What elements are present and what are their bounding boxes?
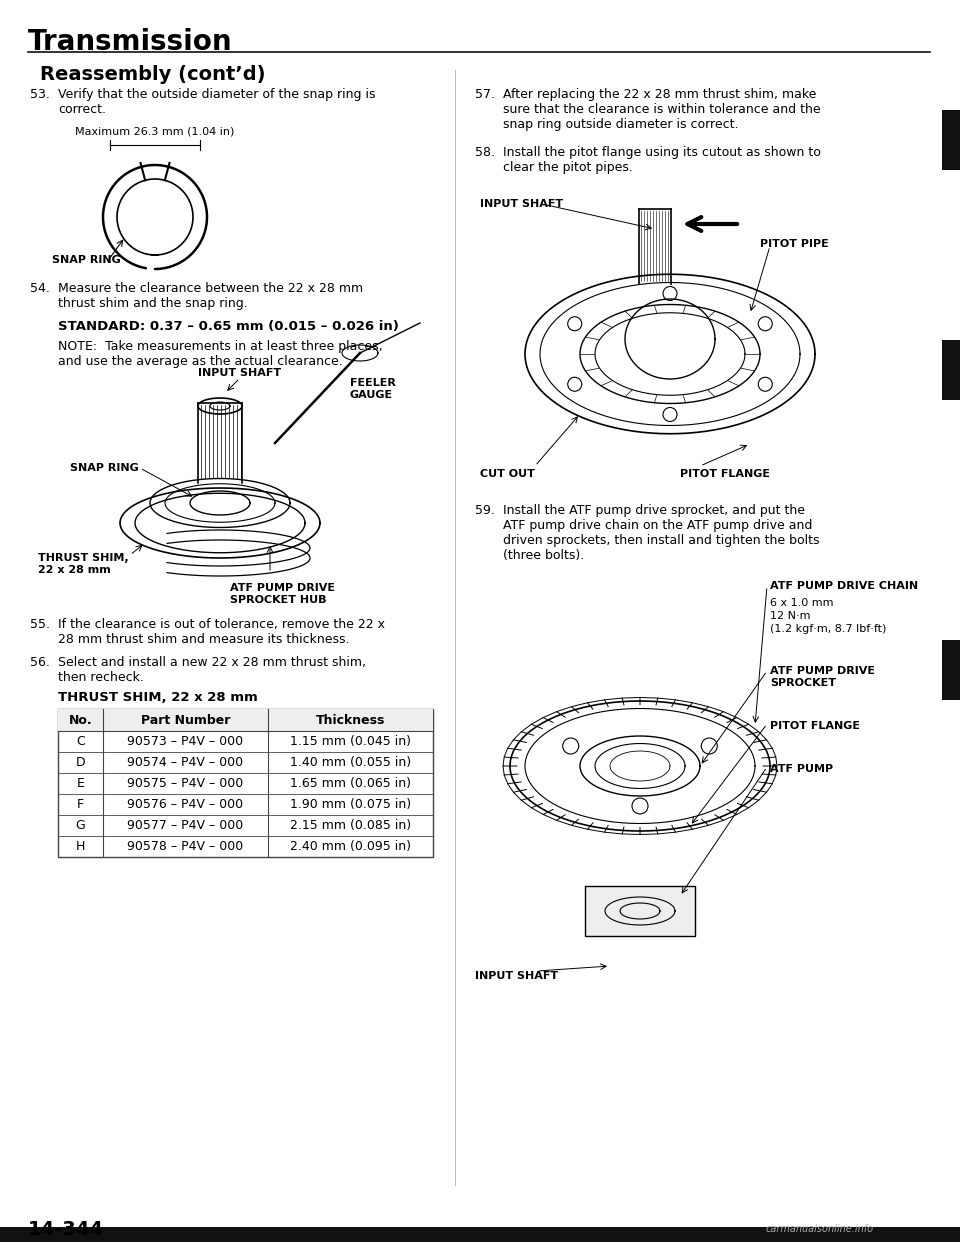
Text: FEELER
GAUGE: FEELER GAUGE [350,378,396,400]
Text: Transmission: Transmission [28,29,232,56]
Text: 90573 – P4V – 000: 90573 – P4V – 000 [128,735,244,748]
Text: Thickness: Thickness [316,713,385,727]
Text: 1.15 mm (0.045 in): 1.15 mm (0.045 in) [290,735,411,748]
Text: 90577 – P4V – 000: 90577 – P4V – 000 [128,818,244,832]
Text: 90576 – P4V – 000: 90576 – P4V – 000 [128,799,244,811]
Text: SNAP RING: SNAP RING [52,255,121,265]
Text: 90574 – P4V – 000: 90574 – P4V – 000 [128,756,244,769]
Text: E: E [77,777,84,790]
Text: 57.: 57. [475,88,495,101]
Text: H: H [76,840,85,853]
Circle shape [702,738,717,754]
Text: STANDARD: 0.37 – 0.65 mm (0.015 – 0.026 in): STANDARD: 0.37 – 0.65 mm (0.015 – 0.026 … [58,320,398,333]
Bar [942,111,960,170]
Text: SNAP RING: SNAP RING [70,463,139,473]
Circle shape [567,317,582,330]
Circle shape [632,799,648,814]
Text: Reassembly (cont’d): Reassembly (cont’d) [40,65,266,84]
Text: Maximum 26.3 mm (1.04 in): Maximum 26.3 mm (1.04 in) [75,125,234,137]
Text: 53.: 53. [30,88,50,101]
Text: 6 x 1.0 mm: 6 x 1.0 mm [770,597,833,609]
Text: Part Number: Part Number [141,713,230,727]
Text: Install the ATF pump drive sprocket, and put the
ATF pump drive chain on the ATF: Install the ATF pump drive sprocket, and… [503,504,820,561]
Text: 1.40 mm (0.055 in): 1.40 mm (0.055 in) [290,756,411,769]
Text: PITOT FLANGE: PITOT FLANGE [770,722,860,732]
Text: 1.90 mm (0.075 in): 1.90 mm (0.075 in) [290,799,411,811]
Text: If the clearance is out of tolerance, remove the 22 x
28 mm thrust shim and meas: If the clearance is out of tolerance, re… [58,619,385,646]
Text: INPUT SHAFT: INPUT SHAFT [475,971,558,981]
Text: PITOT FLANGE: PITOT FLANGE [680,469,770,479]
Text: 90575 – P4V – 000: 90575 – P4V – 000 [128,777,244,790]
Text: 1.65 mm (0.065 in): 1.65 mm (0.065 in) [290,777,411,790]
Text: C: C [76,735,84,748]
Text: 12 N·m: 12 N·m [770,611,810,621]
Circle shape [663,287,677,301]
Circle shape [563,738,579,754]
Text: 2.40 mm (0.095 in): 2.40 mm (0.095 in) [290,840,411,853]
Text: 58.: 58. [475,147,495,159]
Bar [58,709,433,857]
Text: Measure the clearance between the 22 x 28 mm
thrust shim and the snap ring.: Measure the clearance between the 22 x 2… [58,282,363,310]
Text: (1.2 kgf·m, 8.7 lbf·ft): (1.2 kgf·m, 8.7 lbf·ft) [770,623,886,633]
Text: F: F [77,799,84,811]
Circle shape [758,378,772,391]
Text: Select and install a new 22 x 28 mm thrust shim,
then recheck.: Select and install a new 22 x 28 mm thru… [58,656,366,684]
Bar [585,886,695,936]
Text: THRUST SHIM,
22 x 28 mm: THRUST SHIM, 22 x 28 mm [38,553,129,575]
Text: 59.: 59. [475,504,494,517]
Text: THRUST SHIM, 22 x 28 mm: THRUST SHIM, 22 x 28 mm [58,691,257,704]
Bar [0,1227,960,1242]
Circle shape [663,407,677,421]
Text: No.: No. [69,713,92,727]
Circle shape [567,378,582,391]
Text: ATF PUMP DRIVE
SPROCKET: ATF PUMP DRIVE SPROCKET [770,666,875,688]
Text: NOTE:  Take measurements in at least three places,
and use the average as the ac: NOTE: Take measurements in at least thre… [58,340,383,368]
Text: ATF PUMP: ATF PUMP [770,764,833,774]
Text: G: G [76,818,85,832]
Circle shape [758,317,772,330]
Bar [58,709,433,732]
Text: 2.15 mm (0.085 in): 2.15 mm (0.085 in) [290,818,411,832]
Text: 56.: 56. [30,656,50,669]
Text: 55.: 55. [30,619,50,631]
Text: D: D [76,756,85,769]
Text: 90578 – P4V – 000: 90578 – P4V – 000 [128,840,244,853]
Text: PITOT PIPE: PITOT PIPE [760,238,828,248]
Text: CUT OUT: CUT OUT [480,469,535,479]
Text: ATF PUMP DRIVE CHAIN: ATF PUMP DRIVE CHAIN [770,581,918,591]
Text: Install the pitot flange using its cutout as shown to
clear the pitot pipes.: Install the pitot flange using its cutou… [503,147,821,174]
Text: After replacing the 22 x 28 mm thrust shim, make
sure that the clearance is with: After replacing the 22 x 28 mm thrust sh… [503,88,821,130]
Text: 14-344: 14-344 [28,1220,104,1240]
Text: 54.: 54. [30,282,50,296]
Text: INPUT SHAFT: INPUT SHAFT [199,368,281,378]
Text: Verify that the outside diameter of the snap ring is
correct.: Verify that the outside diameter of the … [58,88,375,116]
Text: ATF PUMP DRIVE
SPROCKET HUB: ATF PUMP DRIVE SPROCKET HUB [230,582,335,605]
Text: carmanualsonline.info: carmanualsonline.info [766,1225,874,1235]
Text: INPUT SHAFT: INPUT SHAFT [480,199,564,209]
Bar [942,640,960,700]
Bar [942,340,960,400]
